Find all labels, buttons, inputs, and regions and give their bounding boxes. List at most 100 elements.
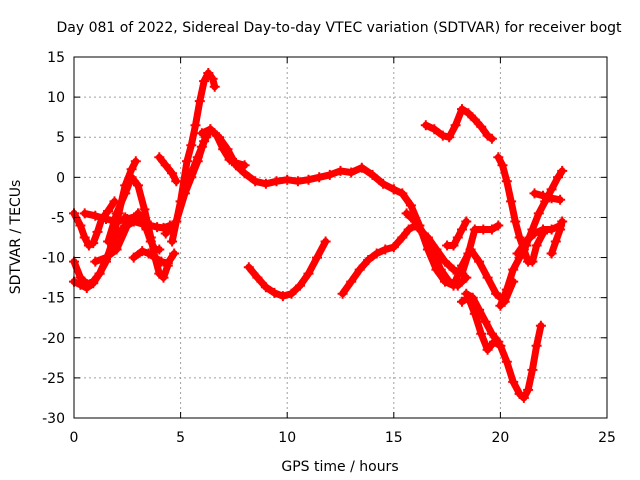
data-point bbox=[514, 232, 525, 243]
data-point bbox=[101, 252, 111, 263]
data-point bbox=[186, 168, 197, 179]
data-point bbox=[486, 224, 497, 235]
data-point bbox=[461, 288, 472, 299]
y-tick-label: 0 bbox=[56, 170, 65, 186]
axis-ticks: -30 -25 -20 -15 -10 -5 0 5 10 15 0 5 10 15 20 25 bbox=[42, 50, 616, 446]
data-point bbox=[167, 236, 178, 247]
y-tick-label: 15 bbox=[47, 50, 65, 66]
data-point bbox=[457, 104, 467, 115]
data-point bbox=[535, 320, 546, 331]
data-point bbox=[150, 252, 160, 263]
data-point bbox=[154, 152, 165, 163]
data-point bbox=[203, 68, 214, 78]
data-point bbox=[538, 190, 548, 201]
series-layer bbox=[69, 68, 568, 403]
data-point bbox=[145, 232, 156, 243]
series-arc-11 bbox=[167, 68, 220, 247]
data-point bbox=[461, 216, 472, 227]
data-point bbox=[75, 279, 86, 290]
data-point bbox=[422, 232, 433, 243]
data-point bbox=[493, 336, 504, 347]
series-arc-8 bbox=[128, 246, 180, 269]
data-point bbox=[501, 356, 512, 367]
data-point bbox=[538, 224, 548, 235]
y-tick-label: 5 bbox=[56, 130, 65, 146]
y-tick-label: -15 bbox=[42, 291, 65, 307]
data-point bbox=[75, 220, 86, 231]
data-point bbox=[546, 224, 557, 235]
data-point bbox=[128, 216, 139, 227]
data-point bbox=[145, 220, 156, 231]
series-arc-18 bbox=[414, 220, 504, 279]
data-point bbox=[506, 196, 517, 207]
series-line bbox=[168, 69, 219, 245]
data-point bbox=[128, 252, 139, 263]
data-point bbox=[448, 264, 459, 275]
y-tick-label: 10 bbox=[47, 90, 65, 106]
data-point bbox=[337, 288, 348, 299]
data-point bbox=[474, 304, 485, 315]
data-point bbox=[555, 194, 566, 205]
data-point bbox=[486, 133, 497, 144]
data-point bbox=[518, 392, 529, 403]
data-point bbox=[452, 280, 463, 291]
data-point bbox=[474, 256, 485, 267]
data-point bbox=[231, 160, 241, 171]
data-point bbox=[199, 76, 210, 87]
series-arc-19 bbox=[420, 104, 497, 144]
data-point bbox=[156, 256, 167, 267]
data-point bbox=[431, 244, 442, 255]
data-point bbox=[88, 238, 99, 249]
data-point bbox=[346, 276, 357, 287]
data-point bbox=[196, 141, 207, 152]
data-point bbox=[243, 262, 254, 273]
data-point bbox=[478, 224, 489, 235]
data-point bbox=[401, 208, 412, 219]
data-point bbox=[182, 156, 192, 167]
data-point bbox=[186, 140, 197, 151]
data-point bbox=[448, 240, 459, 251]
data-point bbox=[414, 224, 425, 235]
data-point bbox=[239, 168, 250, 179]
data-point bbox=[452, 232, 463, 243]
data-point bbox=[90, 256, 101, 267]
data-point bbox=[92, 226, 103, 237]
data-point bbox=[354, 264, 365, 275]
data-point bbox=[205, 124, 216, 135]
series-arc-22 bbox=[461, 288, 504, 347]
data-point bbox=[111, 208, 122, 219]
data-point bbox=[130, 156, 141, 167]
data-point bbox=[512, 248, 523, 259]
data-point bbox=[501, 176, 512, 187]
data-point bbox=[480, 316, 491, 327]
data-point bbox=[314, 172, 325, 183]
data-point bbox=[312, 252, 322, 263]
data-point bbox=[476, 121, 487, 132]
data-point bbox=[457, 268, 467, 279]
data-point bbox=[295, 280, 305, 291]
data-point bbox=[167, 168, 178, 179]
x-axis-label: GPS time / hours bbox=[281, 459, 398, 475]
data-point bbox=[405, 200, 416, 211]
data-point bbox=[463, 108, 474, 119]
data-point bbox=[214, 132, 224, 143]
data-point bbox=[160, 228, 171, 239]
data-point bbox=[271, 176, 282, 187]
data-point bbox=[133, 180, 143, 191]
data-point bbox=[546, 248, 557, 259]
data-point bbox=[94, 268, 105, 279]
grid-lines bbox=[74, 57, 607, 418]
data-point bbox=[162, 258, 173, 269]
data-point bbox=[497, 160, 508, 171]
data-point bbox=[109, 196, 120, 207]
data-point bbox=[469, 114, 480, 125]
series-arc-9 bbox=[154, 152, 182, 187]
data-point bbox=[120, 212, 131, 223]
data-point bbox=[529, 188, 540, 199]
series-arc-25 bbox=[512, 220, 566, 259]
data-point bbox=[546, 184, 557, 195]
data-point bbox=[179, 184, 190, 195]
data-point bbox=[303, 174, 314, 185]
data-point bbox=[493, 220, 504, 231]
data-point bbox=[277, 291, 288, 302]
